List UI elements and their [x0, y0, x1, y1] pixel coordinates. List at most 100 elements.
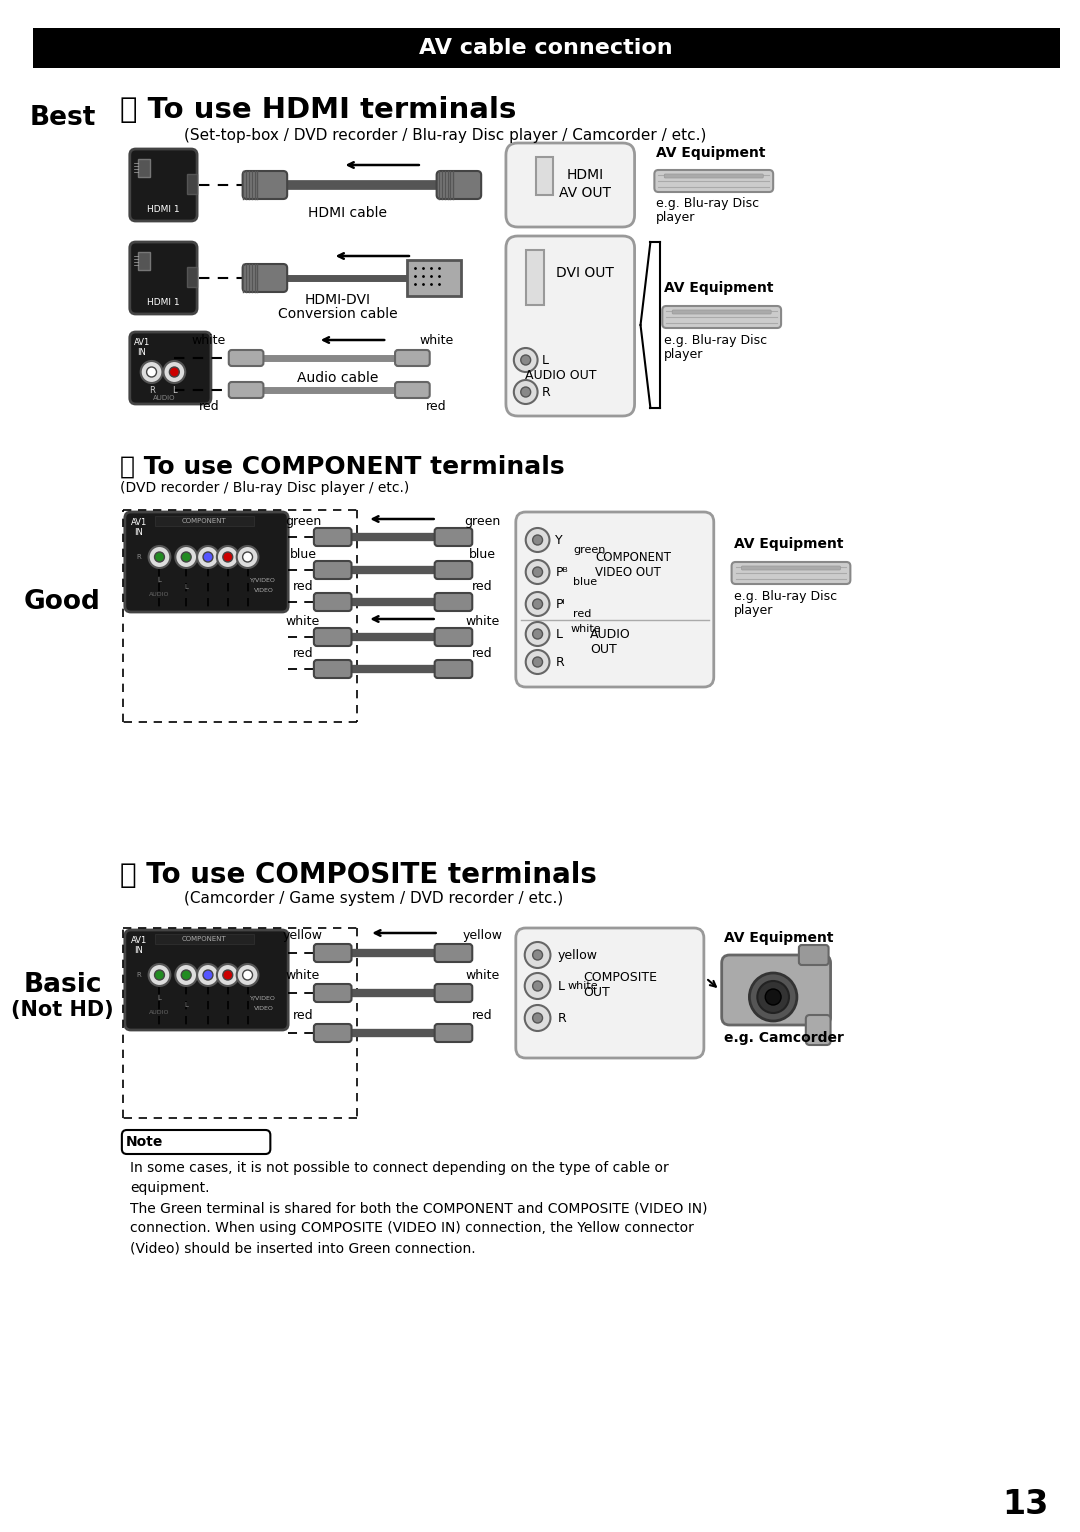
FancyBboxPatch shape [32, 28, 1061, 67]
Circle shape [175, 964, 197, 987]
Circle shape [237, 545, 258, 568]
Circle shape [154, 552, 164, 562]
FancyBboxPatch shape [516, 512, 714, 686]
Text: Ⓐ To use HDMI terminals: Ⓐ To use HDMI terminals [120, 97, 516, 124]
FancyBboxPatch shape [434, 660, 472, 679]
FancyBboxPatch shape [526, 250, 543, 305]
Text: player: player [664, 348, 704, 360]
FancyBboxPatch shape [187, 175, 197, 195]
Text: OUT: OUT [590, 642, 617, 656]
FancyBboxPatch shape [229, 381, 264, 398]
FancyBboxPatch shape [434, 529, 472, 545]
Circle shape [526, 561, 550, 584]
Text: HDMI 1: HDMI 1 [147, 204, 179, 213]
FancyBboxPatch shape [395, 381, 430, 398]
Circle shape [181, 552, 191, 562]
FancyBboxPatch shape [536, 156, 553, 195]
FancyBboxPatch shape [434, 628, 472, 647]
Text: white: white [570, 624, 600, 634]
FancyBboxPatch shape [138, 159, 150, 178]
Circle shape [532, 980, 542, 991]
Circle shape [149, 964, 171, 987]
Text: AV Equipment: AV Equipment [733, 538, 843, 552]
Circle shape [532, 950, 542, 961]
Circle shape [750, 973, 797, 1020]
Text: AUDIO: AUDIO [590, 628, 631, 640]
Text: COMPONENT: COMPONENT [595, 550, 671, 564]
Circle shape [526, 622, 550, 647]
Text: blue: blue [289, 547, 316, 561]
Text: blue: blue [573, 578, 597, 587]
Text: player: player [657, 210, 696, 224]
Text: AV Equipment: AV Equipment [657, 146, 766, 159]
Text: equipment.: equipment. [130, 1181, 210, 1195]
Circle shape [237, 964, 258, 987]
FancyBboxPatch shape [664, 175, 764, 178]
Text: red: red [293, 579, 313, 593]
Text: e.g. Camcorder: e.g. Camcorder [724, 1031, 843, 1045]
Text: player: player [733, 604, 773, 616]
Circle shape [526, 650, 550, 674]
Circle shape [757, 980, 789, 1013]
Circle shape [532, 599, 542, 610]
FancyBboxPatch shape [314, 529, 351, 545]
Text: COMPONENT: COMPONENT [181, 518, 227, 524]
Circle shape [532, 567, 542, 578]
Text: COMPOSITE: COMPOSITE [583, 970, 657, 984]
FancyBboxPatch shape [314, 944, 351, 962]
FancyBboxPatch shape [154, 935, 254, 944]
Circle shape [243, 970, 253, 980]
Text: green: green [573, 545, 606, 555]
Circle shape [525, 1005, 551, 1031]
Text: Pᴵ: Pᴵ [555, 597, 565, 610]
Circle shape [154, 970, 164, 980]
Text: Pᴮ: Pᴮ [555, 565, 568, 579]
Circle shape [147, 368, 157, 377]
Text: Good: Good [24, 588, 100, 614]
Text: e.g. Blu-ray Disc: e.g. Blu-ray Disc [733, 590, 837, 602]
Circle shape [197, 964, 219, 987]
FancyBboxPatch shape [436, 172, 482, 199]
Circle shape [217, 545, 239, 568]
Circle shape [222, 970, 232, 980]
Text: blue: blue [469, 547, 496, 561]
Text: white: white [465, 614, 499, 628]
Text: R: R [557, 1011, 566, 1025]
FancyBboxPatch shape [505, 142, 635, 227]
Circle shape [203, 552, 213, 562]
Text: yellow: yellow [462, 928, 502, 942]
Text: R: R [136, 555, 141, 561]
FancyBboxPatch shape [395, 349, 430, 366]
Circle shape [766, 990, 781, 1005]
FancyBboxPatch shape [731, 562, 850, 584]
Circle shape [149, 545, 171, 568]
Text: white: white [465, 968, 499, 982]
FancyBboxPatch shape [407, 260, 461, 296]
FancyBboxPatch shape [243, 264, 287, 293]
Text: OUT: OUT [583, 985, 610, 999]
Circle shape [514, 380, 538, 404]
Text: AUDIO: AUDIO [149, 1010, 170, 1014]
Circle shape [532, 535, 542, 545]
Text: green: green [464, 515, 500, 527]
Text: connection. When using COMPOSITE (VIDEO IN) connection, the Yellow connector: connection. When using COMPOSITE (VIDEO … [130, 1221, 693, 1235]
Circle shape [521, 355, 530, 365]
Text: IN: IN [134, 527, 144, 536]
Circle shape [197, 545, 219, 568]
Text: IN: IN [134, 945, 144, 954]
Text: (Set-top-box / DVD recorder / Blu-ray Disc player / Camcorder / etc.): (Set-top-box / DVD recorder / Blu-ray Di… [185, 127, 706, 142]
Circle shape [163, 362, 185, 383]
Circle shape [521, 388, 530, 397]
Text: L: L [172, 386, 177, 395]
Text: COMPONENT: COMPONENT [181, 936, 227, 942]
Text: white: white [286, 614, 320, 628]
Text: AV Equipment: AV Equipment [664, 280, 773, 296]
Text: yellow: yellow [283, 928, 323, 942]
FancyBboxPatch shape [130, 332, 211, 404]
FancyBboxPatch shape [516, 928, 704, 1059]
Text: Ⓑ To use COMPONENT terminals: Ⓑ To use COMPONENT terminals [120, 455, 565, 480]
Text: (Not HD): (Not HD) [11, 1000, 113, 1020]
Text: L: L [158, 578, 161, 584]
Circle shape [526, 591, 550, 616]
Circle shape [217, 964, 239, 987]
